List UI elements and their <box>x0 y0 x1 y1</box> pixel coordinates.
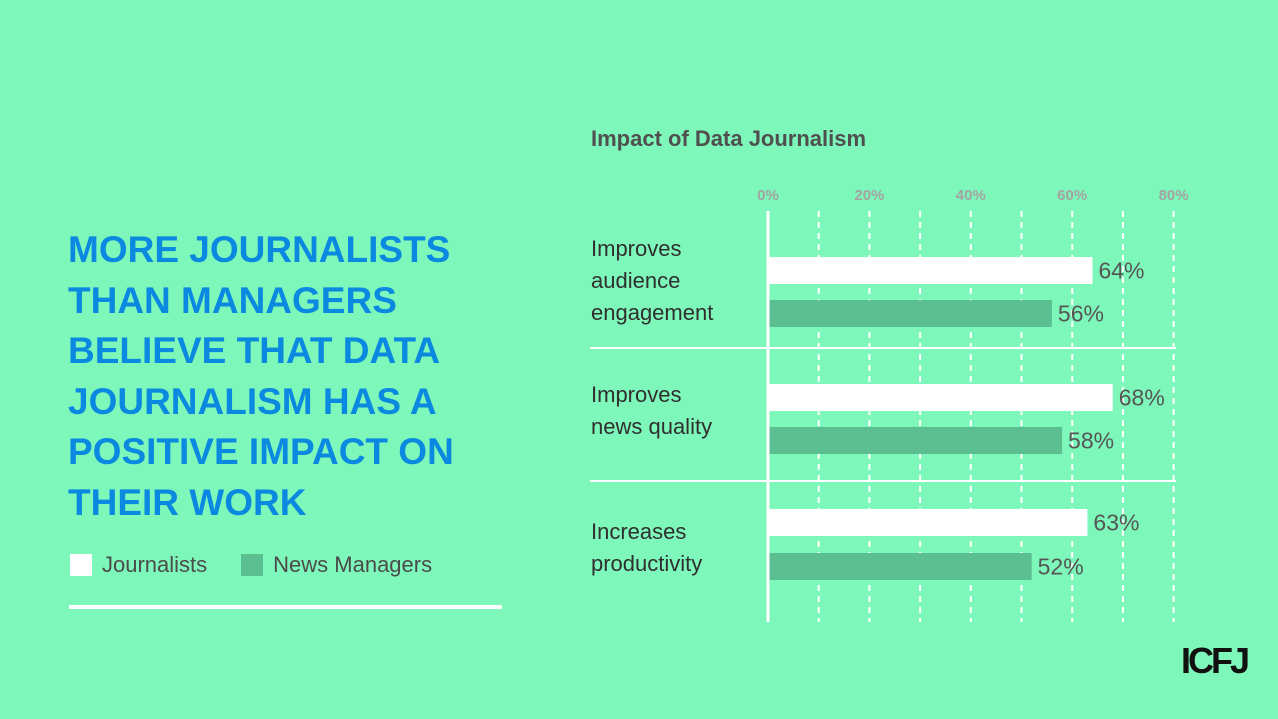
bar-news-managers <box>768 300 1052 327</box>
legend-swatch-news-managers <box>241 554 264 576</box>
x-tick-label: 20% <box>854 187 884 204</box>
data-label: 64% <box>1098 258 1144 284</box>
bar-journalists <box>768 384 1113 411</box>
x-tick-label: 60% <box>1057 187 1087 204</box>
category-label-productivity: Increases productivity <box>591 519 703 576</box>
headline: MORE JOURNALISTS THAN MANAGERS BELIEVE T… <box>68 229 454 523</box>
x-tick-label: 0% <box>757 187 779 204</box>
bar-news-managers <box>768 427 1063 454</box>
legend: Journalists News Managers <box>70 550 466 580</box>
legend-item-news-managers: News Managers <box>241 552 432 578</box>
category-label-news-quality: Improves news quality <box>591 382 713 439</box>
data-label: 52% <box>1038 554 1084 580</box>
bar-journalists <box>768 257 1093 284</box>
bar-news-managers <box>768 553 1032 580</box>
legend-label-news-managers: News Managers <box>273 552 433 577</box>
x-tick-label: 40% <box>956 187 986 204</box>
legend-item-journalists: Journalists <box>70 552 207 578</box>
icfj-logo: ICFJ <box>1181 640 1250 681</box>
legend-label-journalists: Journalists <box>102 552 208 577</box>
data-label: 58% <box>1068 428 1114 454</box>
chart-title: Impact of Data Journalism <box>591 126 867 151</box>
x-tick-label: 80% <box>1159 187 1189 204</box>
data-label: 68% <box>1119 385 1165 411</box>
data-label: 56% <box>1058 301 1104 327</box>
category-label-audience-engagement: Improves audience engagement <box>591 236 714 325</box>
divider-line <box>69 605 502 609</box>
data-label: 63% <box>1093 510 1139 536</box>
bar-journalists <box>768 509 1088 536</box>
legend-swatch-journalists <box>70 554 92 576</box>
